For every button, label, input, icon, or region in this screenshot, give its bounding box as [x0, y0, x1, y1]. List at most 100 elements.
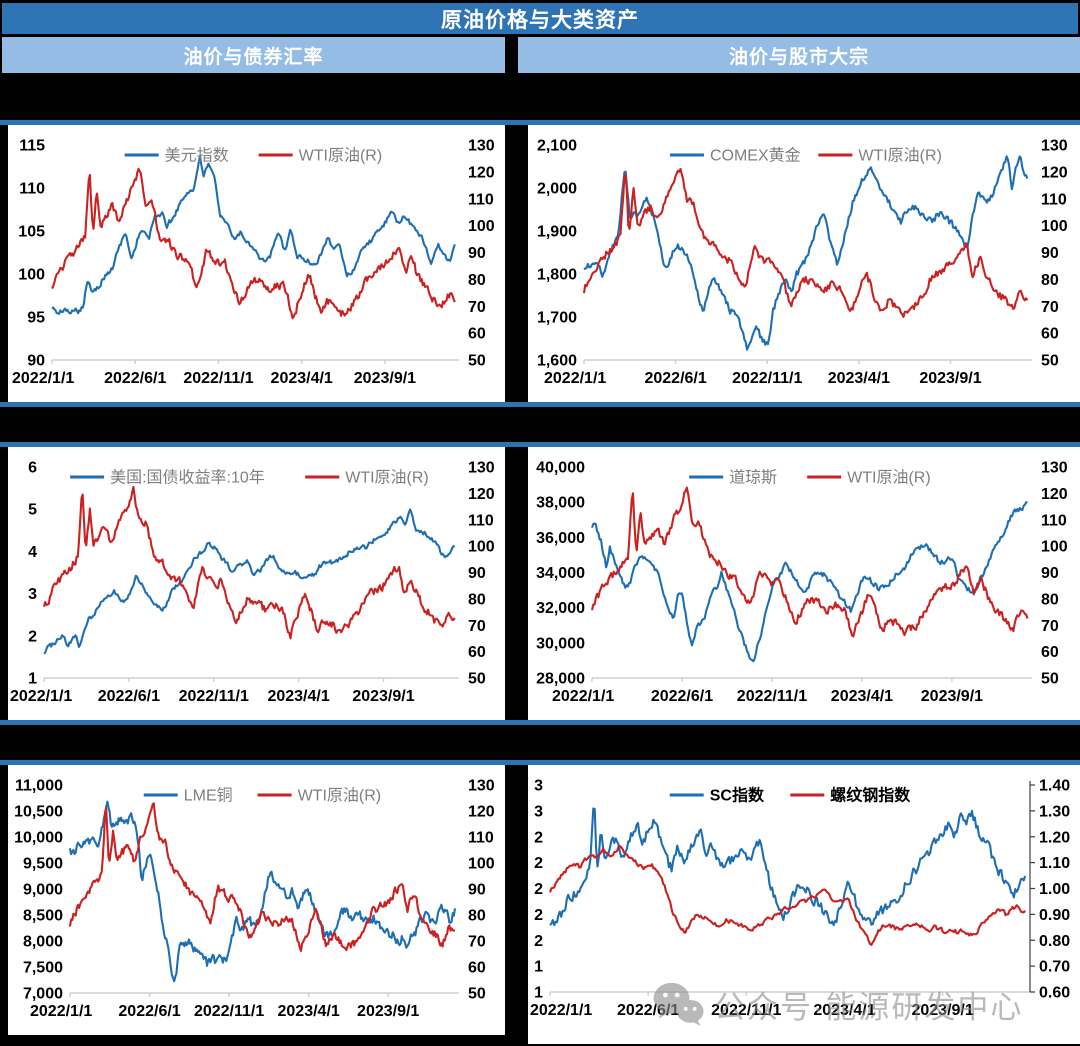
left-axis-tick-label: 2,000 [537, 181, 577, 198]
section-header-bonds-fx: 油价与债券汇率 [2, 37, 505, 73]
left-axis-tick-label: 2 [534, 933, 543, 950]
chart-panel-usd-index-vs-wti: 2022/1/1 2022/6/1 2022/11/1 2023/4/1 2023/9/… [8, 125, 505, 402]
x-tick-label: 2023/9/1 [921, 688, 983, 705]
series-line-blue [43, 508, 455, 655]
section-header-equity-commodity-label: 油价与股市大宗 [728, 46, 869, 68]
left-axis-tick-label: 7,000 [23, 986, 63, 1003]
x-tick-label: 2022/1/1 [530, 1002, 592, 1019]
right-axis-tick-label: 60 [1041, 644, 1059, 661]
right-axis-tick-label: 90 [468, 245, 486, 262]
legend-label: 美国:国债收益率:10年 [110, 469, 265, 487]
right-axis-tick-label: 90 [468, 882, 486, 899]
legend: 美国:国债收益率:10年 WTI原油(R) [70, 469, 429, 487]
legend: COMEX黄金 WTI原油(R) [669, 147, 942, 165]
right-axis-tick-label: 80 [468, 591, 486, 608]
left-axis-tick-label: 1,700 [537, 310, 577, 327]
left-axis-tick-label: 32,000 [536, 600, 585, 617]
x-tick-label: 2022/11/1 [179, 688, 249, 705]
right-axis-tick-label: 70 [468, 618, 486, 635]
x-tick-label: 2022/11/1 [737, 688, 807, 705]
right-axis-tick-label: 0.90 [1039, 907, 1070, 924]
x-tick-label: 2023/4/1 [278, 1003, 340, 1020]
right-axis-tick-label: 0.70 [1039, 959, 1070, 976]
left-axis-tick-label: 28,000 [536, 671, 585, 688]
right-axis-tick-label: 60 [468, 326, 486, 343]
chart-panel-dow-jones-vs-wti: 2022/1/1 2022/6/1 2022/11/1 2023/4/1 2023/9/… [528, 447, 1080, 720]
right-axis-tick-label: 50 [468, 353, 486, 370]
x-tick-label: 2022/11/1 [732, 370, 802, 387]
gold-wti-chart-svg: 2022/1/1 2022/6/1 2022/11/1 2023/4/1 2023/9/… [537, 138, 1068, 388]
x-tick-label: 2023/4/1 [831, 688, 893, 705]
right-axis-tick-label: 110 [468, 512, 494, 529]
left-axis-tick-label: 1 [28, 671, 37, 688]
legend: 美元指数 WTI原油(R) [124, 147, 383, 165]
left-axis-tick-label: 7,500 [23, 960, 63, 977]
section-header-equity-commodity: 油价与股市大宗 [518, 37, 1080, 73]
right-axis-tick-label: 100 [1041, 218, 1068, 235]
right-axis-tick-label: 80 [1041, 591, 1059, 608]
legend-label: COMEX黄金 [710, 147, 801, 165]
right-axis-tick-label: 110 [468, 830, 494, 847]
chart-panel-us10y-yield-vs-wti: 2022/1/1 2022/6/1 2022/11/1 2023/4/1 2023/9/… [8, 447, 505, 720]
row-separator [0, 442, 1080, 447]
row-separator [0, 120, 1080, 125]
left-axis-tick-label: 38,000 [536, 495, 585, 512]
chart-panel-comex-gold-vs-wti: 2022/1/1 2022/6/1 2022/11/1 2023/4/1 2023/9/… [528, 125, 1080, 402]
left-axis-tick-label: 6 [28, 460, 37, 477]
x-tick-label: 2022/6/1 [98, 688, 160, 705]
legend-label: WTI原油(R) [299, 147, 383, 165]
x-tick-label: 2022/1/1 [544, 370, 606, 387]
legend-label: 螺纹钢指数 [830, 786, 911, 805]
left-axis-tick-label: 4 [28, 544, 37, 561]
dow-wti-chart-svg: 2022/1/1 2022/6/1 2022/11/1 2023/4/1 2023/9/… [536, 460, 1068, 706]
series-line-red [51, 167, 456, 320]
right-axis-tick-label: 50 [1041, 353, 1059, 370]
right-axis-tick-label: 1.00 [1039, 881, 1070, 898]
left-axis-tick-label: 10,500 [14, 804, 63, 821]
right-axis-tick-label: 60 [468, 644, 486, 661]
right-axis-tick-label: 120 [1041, 164, 1068, 181]
left-axis-tick-label: 1,900 [537, 224, 577, 241]
left-axis-tick-label: 1,600 [537, 353, 577, 370]
series-line-red [69, 802, 455, 952]
legend: 道琼斯 WTI原油(R) [689, 469, 931, 487]
x-tick-label: 2022/1/1 [10, 688, 72, 705]
right-axis-tick-label: 110 [1041, 512, 1067, 529]
legend-label: LME铜 [184, 787, 233, 805]
x-tick-label: 2022/6/1 [118, 1003, 180, 1020]
right-axis-tick-label: 60 [468, 960, 486, 977]
chart-panel-sc-index-vs-rebar: 2022/1/1 2022/6/1 2022/11/1 2023/4/1 2023/9/… [528, 765, 1080, 1044]
series-line-red [583, 167, 1029, 318]
x-tick-label: 2022/1/1 [12, 370, 74, 387]
x-tick-label: 2022/6/1 [104, 370, 166, 387]
legend-label: WTI原油(R) [858, 147, 942, 165]
right-axis-tick-label: 80 [468, 908, 486, 925]
x-tick-label: 2022/11/1 [183, 370, 253, 387]
x-tick-label: 2022/6/1 [617, 1002, 679, 1019]
row-separator [0, 760, 1080, 765]
left-axis-tick-label: 115 [19, 138, 45, 155]
right-axis-tick-label: 60 [1041, 326, 1059, 343]
row-separator [0, 720, 1080, 725]
left-axis-tick-label: 2 [28, 628, 37, 645]
right-axis-tick-label: 130 [468, 778, 495, 795]
right-axis-tick-label: 120 [1041, 486, 1068, 503]
series-line-blue [51, 155, 456, 315]
left-axis-tick-label: 5 [28, 502, 37, 519]
usd-wti-chart-svg: 2022/1/1 2022/6/1 2022/11/1 2023/4/1 2023/9/… [12, 138, 495, 388]
series-line-blue [583, 155, 1029, 351]
right-axis-tick-label: 70 [1041, 618, 1059, 635]
right-axis-tick-label: 130 [1041, 460, 1068, 477]
right-axis-tick-label: 70 [468, 299, 486, 316]
left-axis-tick-label: 95 [27, 310, 45, 327]
right-axis-tick-label: 110 [1041, 191, 1067, 208]
left-axis-tick-label: 8,000 [23, 934, 63, 951]
x-tick-label: 2023/4/1 [813, 1002, 875, 1019]
right-axis-tick-label: 70 [468, 934, 486, 951]
right-axis-tick-label: 130 [1041, 138, 1068, 155]
right-axis-tick-label: 1.20 [1039, 829, 1070, 846]
left-axis-tick-label: 110 [19, 181, 45, 198]
right-axis-tick-label: 90 [1041, 245, 1059, 262]
left-axis-tick-label: 90 [27, 353, 45, 370]
right-axis-tick-label: 80 [1041, 272, 1059, 289]
